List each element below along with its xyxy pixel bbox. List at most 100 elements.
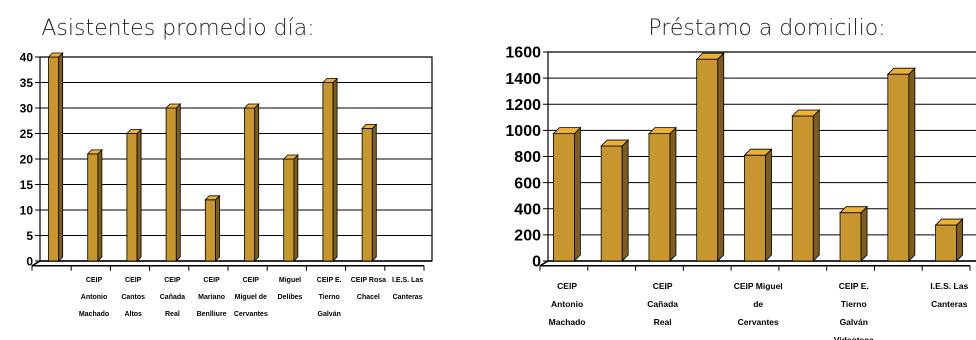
bar-front (935, 224, 958, 262)
x-category-label: Real (654, 317, 672, 327)
bar-front (126, 133, 138, 262)
y-tick-label: 10 (20, 203, 34, 217)
y-tick-label: 1400 (505, 71, 541, 88)
x-category-label: Mariano (198, 294, 225, 301)
x-category-label: Cervantes (234, 311, 268, 318)
y-tick-label: 1200 (505, 97, 541, 114)
bar-front (244, 107, 256, 262)
floor-edge (539, 260, 549, 267)
x-category-label: CEIP (243, 277, 260, 284)
x-category-label: Videoteca (834, 335, 874, 340)
bar-front (600, 145, 623, 262)
x-category-label: Antonio (551, 299, 583, 309)
bar-top (282, 154, 299, 160)
bar-side (908, 67, 916, 262)
bar-front (283, 158, 295, 262)
bar-top (165, 103, 182, 109)
bar (934, 218, 964, 262)
x-category-label: Cervantes (738, 317, 779, 327)
x-category-label: Canteras (393, 294, 423, 301)
bar-side (136, 128, 142, 262)
x-category-label: CEIP (203, 277, 220, 284)
bar-front (165, 107, 177, 262)
bar-top (243, 103, 260, 109)
bar-side (254, 103, 260, 262)
x-category-label: CEIP (125, 277, 142, 284)
x-category-label: CEIP E. (317, 277, 342, 284)
bar-top (552, 127, 582, 135)
x-category-label: CEIP (86, 277, 103, 284)
bar (695, 52, 725, 262)
x-category-label: CEIP (557, 281, 577, 291)
bar (886, 67, 916, 262)
x-category-label: Tierno (319, 294, 340, 301)
bar-front (552, 133, 575, 262)
y-tick-label: 600 (514, 175, 541, 192)
bar (791, 109, 821, 262)
bar (86, 148, 103, 262)
x-category-label: Antonio (81, 294, 107, 301)
y-tick-label: 20 (20, 152, 34, 166)
x-category-label: Cantos (121, 294, 145, 301)
bar-top (934, 218, 964, 226)
chart-a-title: Asistentes promedio día: (41, 16, 314, 41)
y-tick-label: 0 (26, 254, 33, 268)
x-category-label: CEIP Miguel (734, 281, 783, 291)
x-category-label: Benlliure (197, 311, 227, 318)
y-tick-label: 5 (26, 229, 33, 243)
chart-b-title: Préstamo a domicilio: (648, 16, 885, 41)
x-category-label: Altos (124, 311, 142, 318)
bar (282, 154, 299, 262)
x-category-label: Miguel de (235, 294, 267, 301)
x-category-label: Machado (549, 317, 586, 327)
x-category-label: I.E.S. Las (392, 277, 423, 284)
y-tick-label: 40 (20, 50, 34, 64)
bar-front (87, 153, 99, 262)
bar (743, 148, 773, 262)
bar-top (839, 206, 869, 214)
bar (361, 123, 378, 262)
bar-side (621, 139, 629, 262)
bar-side (293, 154, 299, 262)
bar-top (125, 129, 143, 134)
x-category-label: Canteras (931, 299, 968, 309)
bar-front (322, 82, 334, 262)
bar-side (175, 103, 181, 262)
bar (125, 128, 143, 262)
bar-top (600, 139, 630, 147)
bar (321, 77, 339, 262)
bar-front (204, 199, 216, 262)
x-category-label: Delibes (278, 294, 303, 301)
bar-front (839, 212, 862, 262)
bar-front (887, 73, 910, 262)
bar-side (812, 109, 820, 262)
y-tick-label: 800 (514, 149, 541, 166)
bar-side (669, 126, 677, 262)
bar-top (321, 78, 339, 83)
bar (243, 103, 260, 262)
bar-top (47, 52, 64, 58)
x-category-label: Machado (79, 311, 109, 318)
chart-b-loans: 0 200 400 600 800 1000 1200 1400 1600 CEIP Antonio… (505, 45, 976, 340)
x-category-label: Cañada (647, 299, 678, 309)
bar-top (86, 149, 103, 155)
bar-side (97, 148, 103, 262)
bar (552, 126, 582, 262)
y-tick-label: 400 (514, 201, 541, 218)
bar-top (361, 124, 378, 129)
x-category-label: I.E.S. Las (930, 281, 968, 291)
bar-side (956, 218, 964, 262)
bar (204, 194, 221, 262)
x-category-label: Galván (840, 317, 868, 327)
x-category-label: Cañada (160, 294, 185, 301)
bar-front (361, 127, 373, 262)
bar-side (765, 148, 772, 262)
bar-top (743, 148, 773, 156)
bar-side (574, 126, 581, 262)
bar-front (696, 58, 719, 262)
y-tick-label: 1600 (505, 45, 541, 62)
bar-side (58, 52, 64, 262)
bar-side (215, 194, 220, 262)
bar (600, 139, 630, 262)
